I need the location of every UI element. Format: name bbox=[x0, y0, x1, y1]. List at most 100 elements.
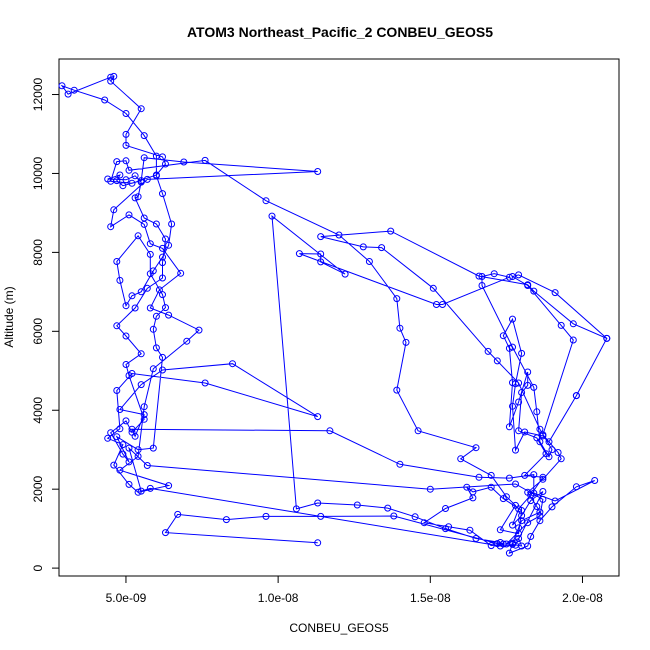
data-point bbox=[122, 332, 130, 340]
data-point bbox=[159, 244, 166, 252]
chart-title: ATOM3 Northeast_Pacific_2 CONBEU_GEOS5 bbox=[187, 24, 493, 40]
data-point bbox=[128, 179, 136, 187]
data-point bbox=[101, 96, 109, 104]
data-point bbox=[107, 429, 115, 437]
data-point bbox=[548, 446, 556, 454]
data-point bbox=[530, 383, 538, 391]
y-tick-label: 2000 bbox=[31, 476, 45, 503]
data-point bbox=[505, 474, 513, 482]
data-point bbox=[317, 258, 325, 266]
x-tick-label: 5.0e-09 bbox=[106, 591, 147, 605]
data-point bbox=[152, 171, 160, 179]
data-point bbox=[149, 267, 157, 275]
data-point bbox=[518, 517, 526, 525]
data-point bbox=[557, 455, 565, 463]
data-point bbox=[107, 223, 115, 231]
data-point bbox=[591, 477, 599, 484]
data-point bbox=[125, 444, 133, 452]
data-point bbox=[140, 411, 148, 419]
data-point bbox=[125, 166, 133, 174]
data-point bbox=[104, 434, 112, 442]
data-point bbox=[174, 510, 182, 518]
data-point bbox=[396, 324, 404, 332]
data-point bbox=[122, 417, 130, 425]
data-point bbox=[113, 258, 121, 265]
data-point bbox=[113, 387, 121, 394]
data-point bbox=[463, 483, 471, 491]
data-point bbox=[137, 178, 145, 186]
data-point bbox=[536, 438, 544, 446]
data-point bbox=[551, 497, 559, 505]
y-tick-label: 4000 bbox=[31, 397, 45, 424]
data-point bbox=[524, 281, 532, 289]
data-point bbox=[536, 512, 544, 520]
data-point bbox=[439, 301, 446, 308]
data-point bbox=[162, 304, 169, 312]
y-tick-label: 10000 bbox=[31, 156, 45, 190]
data-point bbox=[143, 462, 151, 469]
data-point bbox=[295, 250, 303, 258]
data-point bbox=[496, 526, 504, 534]
data-point bbox=[165, 241, 173, 249]
y-tick-label: 0 bbox=[31, 564, 45, 571]
data-point bbox=[137, 487, 145, 495]
x-axis-label: CONBEU_GEOS5 bbox=[289, 621, 389, 635]
data-point bbox=[493, 357, 501, 365]
x-tick-label: 1.5e-08 bbox=[410, 591, 451, 605]
data-point bbox=[499, 495, 507, 503]
data-point bbox=[116, 406, 124, 413]
data-point bbox=[539, 473, 547, 481]
data-point bbox=[515, 379, 523, 387]
data-point bbox=[122, 130, 130, 138]
data-point bbox=[496, 539, 504, 546]
data-point bbox=[533, 408, 541, 416]
data-point bbox=[515, 530, 523, 538]
data-point bbox=[128, 428, 136, 436]
data-point bbox=[472, 535, 480, 542]
data-point bbox=[548, 503, 556, 511]
data-point bbox=[168, 220, 176, 228]
data-point bbox=[524, 381, 532, 389]
data-point bbox=[64, 90, 72, 98]
data-point bbox=[183, 337, 191, 345]
y-axis-label: Altitude (m) bbox=[2, 286, 16, 347]
data-point bbox=[393, 386, 401, 394]
data-point bbox=[122, 110, 130, 117]
data-point bbox=[442, 505, 449, 512]
data-point bbox=[314, 168, 322, 175]
data-point bbox=[128, 292, 136, 300]
data-point bbox=[509, 521, 516, 529]
data-point bbox=[484, 347, 492, 355]
y-tick-label: 12000 bbox=[31, 78, 45, 112]
data-point bbox=[475, 473, 483, 481]
data-point bbox=[530, 489, 538, 497]
data-point bbox=[530, 287, 538, 295]
data-point bbox=[505, 344, 513, 352]
data-point bbox=[539, 488, 547, 495]
data-point bbox=[505, 423, 513, 431]
data-point bbox=[134, 488, 142, 496]
data-point bbox=[512, 446, 519, 454]
data-point bbox=[159, 274, 166, 282]
data-point bbox=[420, 519, 428, 527]
data-point bbox=[143, 284, 151, 292]
data-point bbox=[378, 244, 386, 252]
data-point bbox=[509, 539, 516, 547]
data-point bbox=[119, 441, 127, 449]
data-point bbox=[159, 153, 166, 161]
data-point bbox=[146, 250, 154, 258]
data-point bbox=[521, 428, 529, 436]
data-point bbox=[58, 82, 66, 90]
data-point bbox=[572, 392, 580, 400]
data-point bbox=[487, 471, 495, 479]
data-point bbox=[402, 338, 410, 346]
data-point bbox=[521, 471, 529, 479]
data-point bbox=[110, 461, 118, 469]
data-point bbox=[411, 513, 419, 521]
data-point bbox=[146, 484, 154, 492]
data-point bbox=[262, 197, 270, 205]
data-point bbox=[545, 453, 553, 461]
data-point bbox=[515, 398, 523, 406]
data-point bbox=[122, 361, 130, 368]
